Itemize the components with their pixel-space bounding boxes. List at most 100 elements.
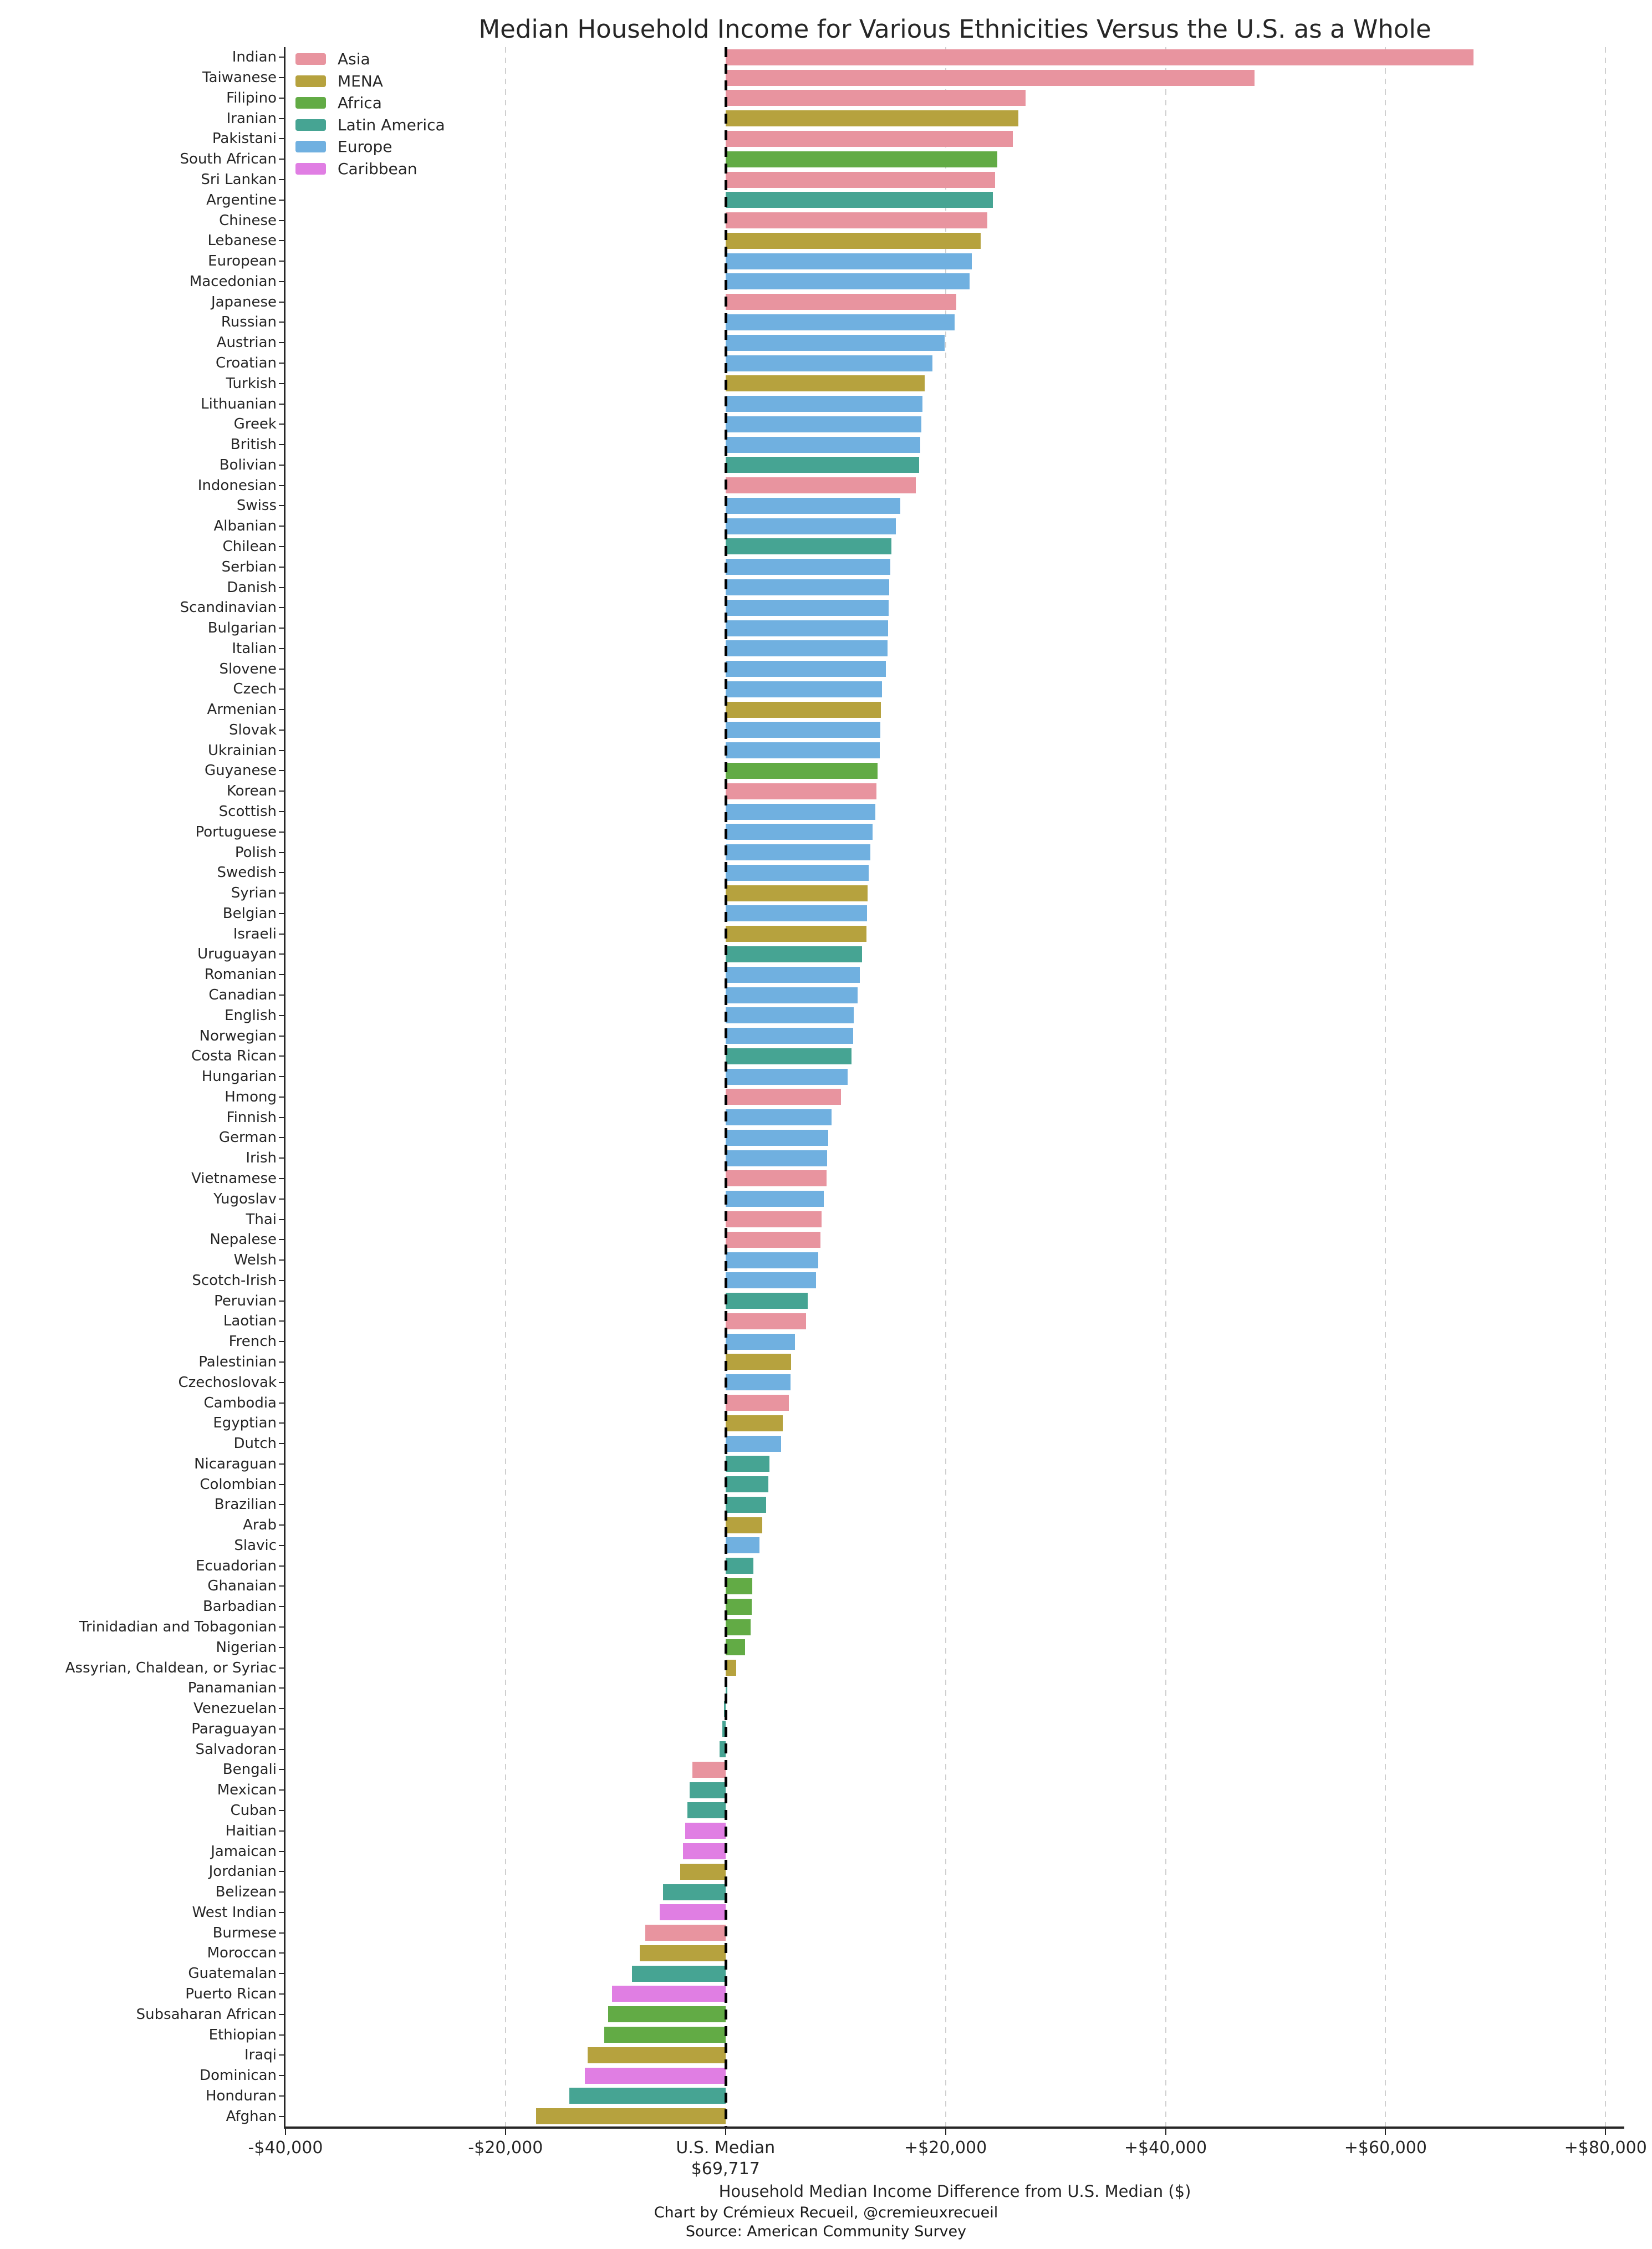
bar [725,518,896,534]
y-axis-label: Guatemalan [188,1965,277,1982]
bar [725,334,945,351]
y-tick [279,1728,285,1730]
y-axis-label: Bolivian [219,456,277,473]
y-axis-label: Cambodia [203,1394,277,1411]
y-axis-label: Ukrainian [207,742,277,759]
y-axis-label: Yugoslav [213,1190,277,1207]
bar [725,69,1255,86]
y-tick [279,1279,285,1281]
y-tick [279,1850,285,1852]
y-tick [279,159,285,160]
y-tick [279,668,285,670]
y-tick [279,545,285,547]
bar [725,803,875,820]
y-tick [279,2013,285,2015]
x-axis-label: Household Median Income Difference from … [718,2182,1191,2201]
bar [725,171,995,188]
y-tick [279,1911,285,1913]
bar [725,1252,819,1268]
y-tick [279,1708,285,1710]
y-axis-label: Hmong [225,1088,277,1105]
bar [725,1089,842,1105]
y-axis-label: Ecuadorian [196,1557,277,1574]
y-axis-label: Pakistani [212,130,277,147]
y-axis-label: Ghanaian [207,1578,277,1595]
bar [725,497,901,514]
chart-title: Median Household Income for Various Ethn… [478,14,1431,44]
y-axis-label: Hungarian [201,1068,277,1085]
y-tick [279,1748,285,1750]
bar [725,661,886,677]
y-axis-label: Danish [227,579,277,596]
gridline [504,47,506,2126]
y-tick [279,811,285,813]
x-tick-label: +$20,000 [904,2138,987,2158]
y-tick [279,1687,285,1689]
y-axis-label: English [225,1007,277,1024]
y-axis-label: Turkish [226,375,277,392]
y-tick [279,953,285,955]
bar [725,864,869,881]
bar [645,1925,726,1941]
legend-label: Europe [338,137,392,156]
y-tick [279,1952,285,1954]
y-tick [279,1483,285,1485]
bar [683,1843,726,1860]
y-tick [279,893,285,894]
bar [725,1660,736,1676]
bar [725,192,993,208]
legend-swatch [295,97,326,109]
y-tick [279,1993,285,1995]
y-tick [279,1300,285,1302]
y-axis-label: Chilean [222,538,277,555]
y-axis-label: Welsh [233,1252,277,1269]
y-tick [279,220,285,221]
y-axis-label: Romanian [204,966,277,983]
y-axis-label: Salvadoran [195,1741,277,1758]
y-tick [279,1035,285,1037]
y-axis-label: Korean [226,783,277,800]
y-axis-label: Indian [232,49,277,66]
y-axis-label: Armenian [207,701,277,718]
y-axis-label: Austrian [216,334,277,351]
legend-label: MENA [338,72,383,90]
bar [725,130,1013,147]
x-tick-label: -$40,000 [248,2138,323,2158]
legend-label: Asia [338,50,370,68]
y-tick [279,1157,285,1159]
bar [725,1313,806,1329]
bar [725,1028,853,1044]
y-axis-label: Assyrian, Chaldean, or Syriac [65,1659,277,1676]
y-axis-label: Portuguese [195,823,277,840]
y-axis-label: Argentine [206,191,277,208]
y-axis-label: Paraguayan [191,1720,277,1737]
bar [725,1558,754,1574]
y-axis-label: Uruguayan [197,946,277,963]
y-axis-label: Dutch [233,1435,277,1452]
bar [725,926,866,942]
y-tick [279,1871,285,1873]
bar [725,1476,769,1493]
bar [725,1517,763,1533]
y-axis-label: Czechoslovak [178,1374,277,1391]
bar [639,1945,726,1961]
y-tick [279,872,285,874]
y-tick [279,485,285,486]
y-axis-label: Haitian [225,1822,277,1839]
bar [725,1496,767,1513]
bar [725,90,1026,106]
y-tick [279,505,285,507]
y-axis-label: Japanese [211,293,277,310]
y-axis-label: Nigerian [216,1639,277,1656]
bar [725,375,925,392]
y-tick [279,118,285,119]
y-axis-label: Iraqi [244,2047,277,2064]
y-axis-label: Belizean [215,1884,277,1901]
y-axis-label: Nicaraguan [194,1455,277,1472]
x-tick [1385,2127,1386,2135]
legend-swatch [295,141,326,152]
y-tick [279,77,285,79]
y-tick [279,1769,285,1771]
bar [725,620,889,636]
y-axis-label: Slavic [234,1537,277,1554]
